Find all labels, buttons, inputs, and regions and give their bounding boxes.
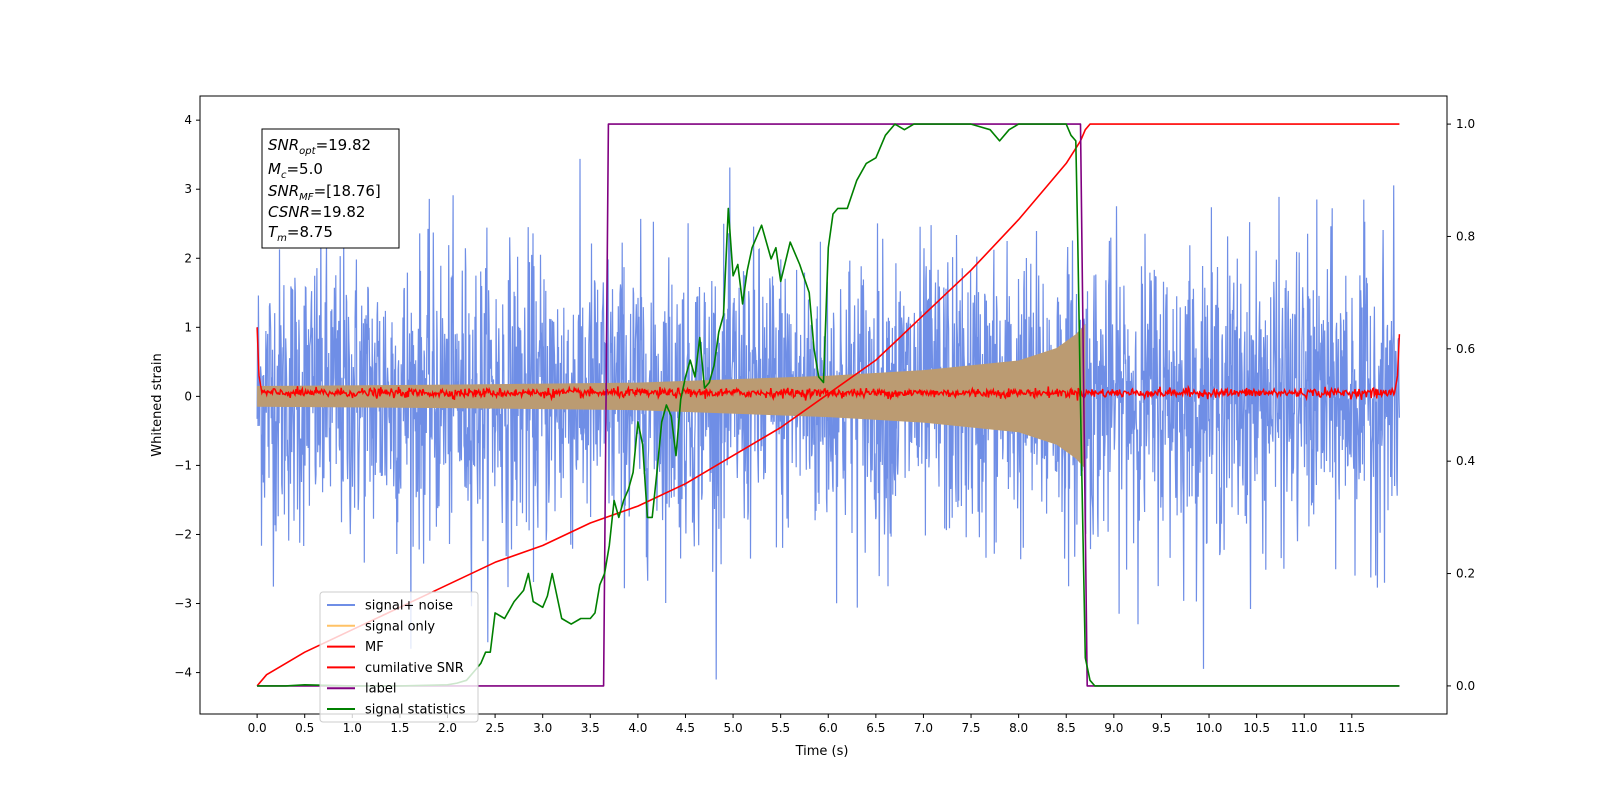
x-tick-label: 4.5 <box>676 721 695 735</box>
annotation-csnr: CSNR=19.82 <box>268 203 365 221</box>
x-tick-label: 2.5 <box>486 721 505 735</box>
x-tick-label: 4.0 <box>628 721 647 735</box>
legend-label: signal+ noise <box>365 599 453 614</box>
y-tick-label: 0 <box>184 389 192 403</box>
annotation-tm: Tm=8.75 <box>268 223 333 244</box>
x-tick-label: 5.0 <box>724 721 743 735</box>
series-signal-statistics-line <box>257 123 1400 687</box>
y-tick-label: −1 <box>174 458 192 472</box>
x-tick-label: 6.0 <box>819 721 838 735</box>
x-tick-label: 0.5 <box>295 721 314 735</box>
annotation-snr-mf: SNRMF=[18.76] <box>268 182 381 203</box>
legend-frame <box>319 591 479 723</box>
y-tick-label: 3 <box>184 182 192 196</box>
legend-label: signal only <box>365 619 435 634</box>
legend: signal+ noise signal only MF cumilative SNR… <box>319 591 479 723</box>
y-tick-label: −4 <box>174 666 192 680</box>
legend-label: MF <box>365 640 384 655</box>
x-tick-label: 10.5 <box>1243 721 1270 735</box>
x-axis: 0.0 0.5 1.0 1.5 2.0 2.5 3.0 3.5 4.0 4.5 5.0 5.5 6.0 6… <box>248 714 1365 735</box>
x-tick-label: 2.0 <box>438 721 457 735</box>
y-axis-left: −4 −3 −2 −1 0 1 2 3 4 <box>174 113 200 680</box>
x-tick-label: 8.0 <box>1009 721 1028 735</box>
x-tick-label: 7.5 <box>961 721 980 735</box>
x-tick-label: 3.0 <box>533 721 552 735</box>
annotation-box: SNRopt=19.82 Mc=5.0 SNRMF=[18.76] CSNR=1… <box>261 128 400 249</box>
y-tick-label: 1 <box>184 320 192 334</box>
series-mf-line <box>256 327 1401 402</box>
legend-label: signal statistics <box>365 703 466 718</box>
annotation-frame <box>261 128 400 249</box>
x-tick-label: 11.5 <box>1338 721 1365 735</box>
y2-tick-label: 0.6 <box>1456 342 1475 356</box>
y-axis-label: Whitened strain <box>150 353 165 456</box>
x-tick-label: 9.5 <box>1152 721 1171 735</box>
y2-tick-label: 0.2 <box>1456 567 1475 581</box>
legend-label: label <box>365 682 396 697</box>
y-tick-label: 2 <box>184 251 192 265</box>
annotation-mc: Mc=5.0 <box>268 160 323 181</box>
x-tick-label: 5.5 <box>771 721 790 735</box>
x-tick-label: 9.0 <box>1104 721 1123 735</box>
y2-tick-label: 0.4 <box>1456 454 1475 468</box>
x-tick-label: 7.0 <box>914 721 933 735</box>
y2-tick-label: 0.8 <box>1456 229 1475 243</box>
x-tick-label: 1.0 <box>343 721 362 735</box>
y2-tick-label: 0.0 <box>1456 679 1475 693</box>
x-tick-label: 6.5 <box>866 721 885 735</box>
y-tick-label: −2 <box>174 527 192 541</box>
x-tick-label: 0.0 <box>248 721 267 735</box>
x-axis-label: Time (s) <box>795 744 849 759</box>
x-tick-label: 3.5 <box>581 721 600 735</box>
x-tick-label: 1.5 <box>390 721 409 735</box>
series-signal-only-band <box>257 323 1086 469</box>
x-tick-label: 8.5 <box>1057 721 1076 735</box>
y-tick-label: 4 <box>184 113 192 127</box>
y-axis-right: 0.0 0.2 0.4 0.6 0.8 1.0 <box>1447 117 1475 693</box>
legend-label: cumilative SNR <box>365 661 464 676</box>
annotation-snr-opt: SNRopt=19.82 <box>268 136 371 157</box>
x-tick-label: 10.0 <box>1196 721 1223 735</box>
plot-frame <box>199 95 1448 715</box>
y2-tick-label: 1.0 <box>1456 117 1475 131</box>
x-tick-label: 11.0 <box>1291 721 1318 735</box>
y-tick-label: −3 <box>174 597 192 611</box>
